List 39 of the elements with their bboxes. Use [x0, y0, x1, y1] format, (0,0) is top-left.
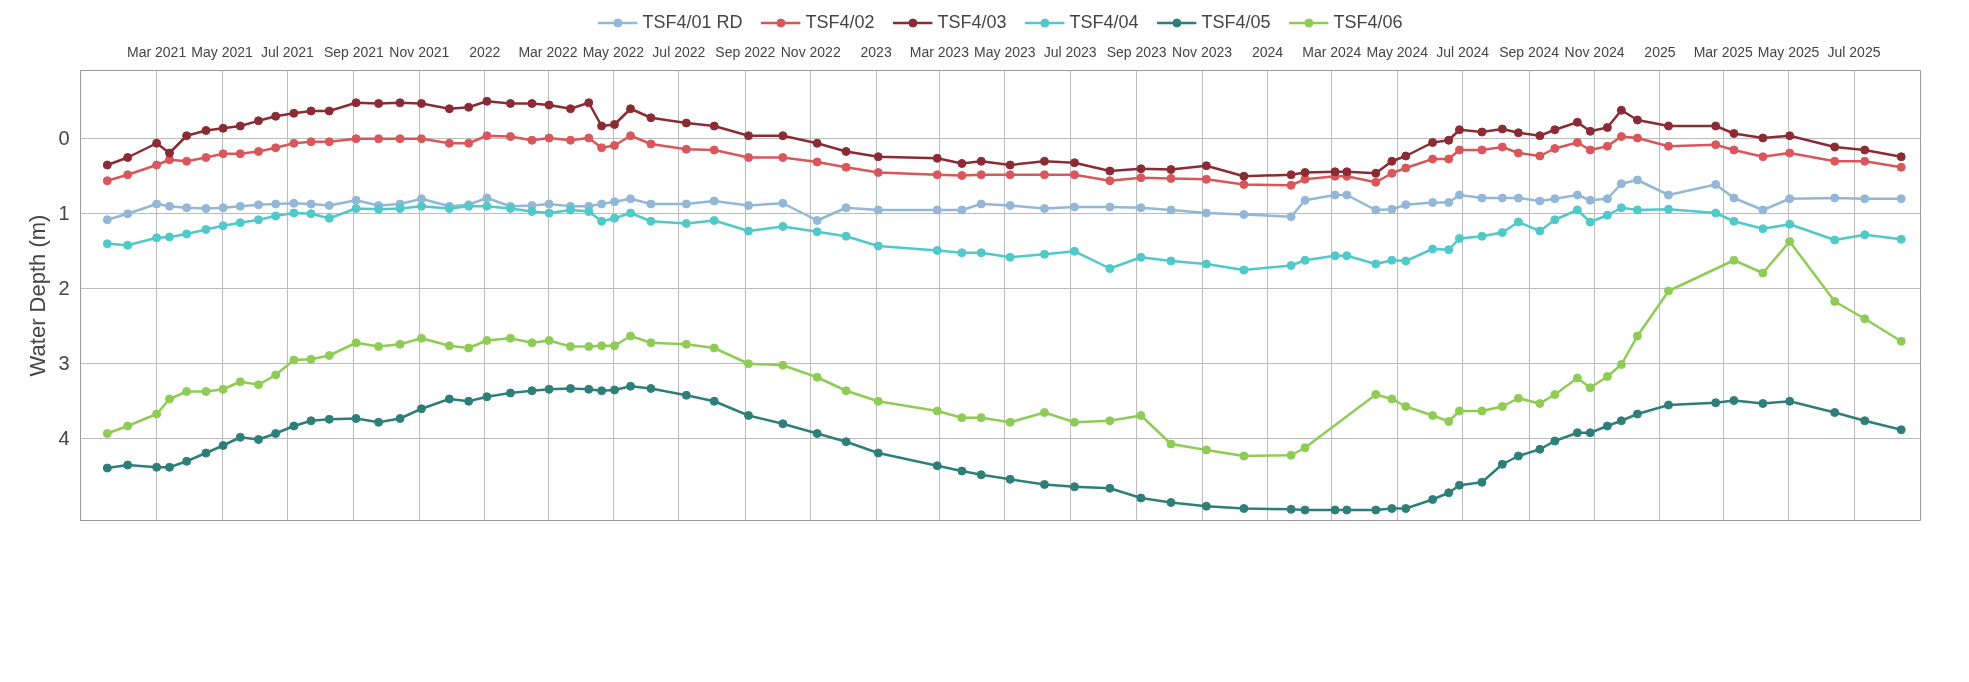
legend-label: TSF4/06 — [1333, 11, 1403, 33]
x-tick-label: Mar 2021 — [127, 43, 187, 60]
x-tick-label: 2024 — [1251, 43, 1284, 60]
x-tick-label: Mar 2023 — [909, 43, 970, 60]
x-tick-label: Nov 2023 — [1172, 43, 1233, 60]
legend-label: TSF4/01 RD — [642, 11, 743, 33]
y-tick-label: 4 — [58, 427, 70, 449]
x-tick-label: May 2025 — [1757, 43, 1820, 60]
x-tick-label: May 2022 — [582, 43, 645, 60]
y-tick-label: 0 — [58, 127, 70, 149]
x-tick-label: Jul 2022 — [652, 43, 706, 60]
x-tick-label: Nov 2021 — [389, 43, 450, 60]
x-tick-label: 2022 — [469, 43, 501, 60]
legend-label: TSF4/03 — [937, 11, 1007, 33]
x-tick-label: Nov 2022 — [780, 43, 841, 60]
x-tick-label: Jul 2023 — [1043, 43, 1097, 60]
x-tick-label: Sep 2022 — [715, 43, 776, 60]
x-tick-label: Nov 2024 — [1564, 43, 1625, 60]
x-tick-label: Sep 2024 — [1499, 43, 1560, 60]
x-tick-label: Jul 2021 — [260, 43, 315, 60]
x-tick-label: May 2021 — [191, 43, 253, 60]
y-tick-label: 3 — [58, 352, 70, 374]
x-tick-label: Jul 2025 — [1827, 43, 1881, 60]
x-tick-label: Mar 2022 — [518, 43, 578, 60]
y-axis-title: Water Depth (m) — [25, 214, 51, 377]
legend-label: TSF4/02 — [805, 11, 875, 33]
x-tick-label: Mar 2024 — [1302, 43, 1362, 60]
x-tick-label: May 2023 — [974, 43, 1036, 60]
x-tick-label: 2023 — [860, 43, 892, 60]
x-tick-label: Jul 2024 — [1436, 43, 1490, 60]
legend-label: TSF4/05 — [1201, 11, 1271, 33]
x-tick-label: Mar 2025 — [1693, 43, 1753, 60]
x-tick-label: Sep 2023 — [1106, 43, 1167, 60]
x-tick-label: Sep 2021 — [323, 43, 385, 60]
x-tick-label: May 2024 — [1366, 43, 1429, 60]
y-tick-label: 2 — [58, 277, 70, 299]
x-tick-label: 2025 — [1644, 43, 1676, 60]
y-tick-label: 1 — [58, 202, 70, 224]
legend-label: TSF4/04 — [1069, 11, 1139, 33]
